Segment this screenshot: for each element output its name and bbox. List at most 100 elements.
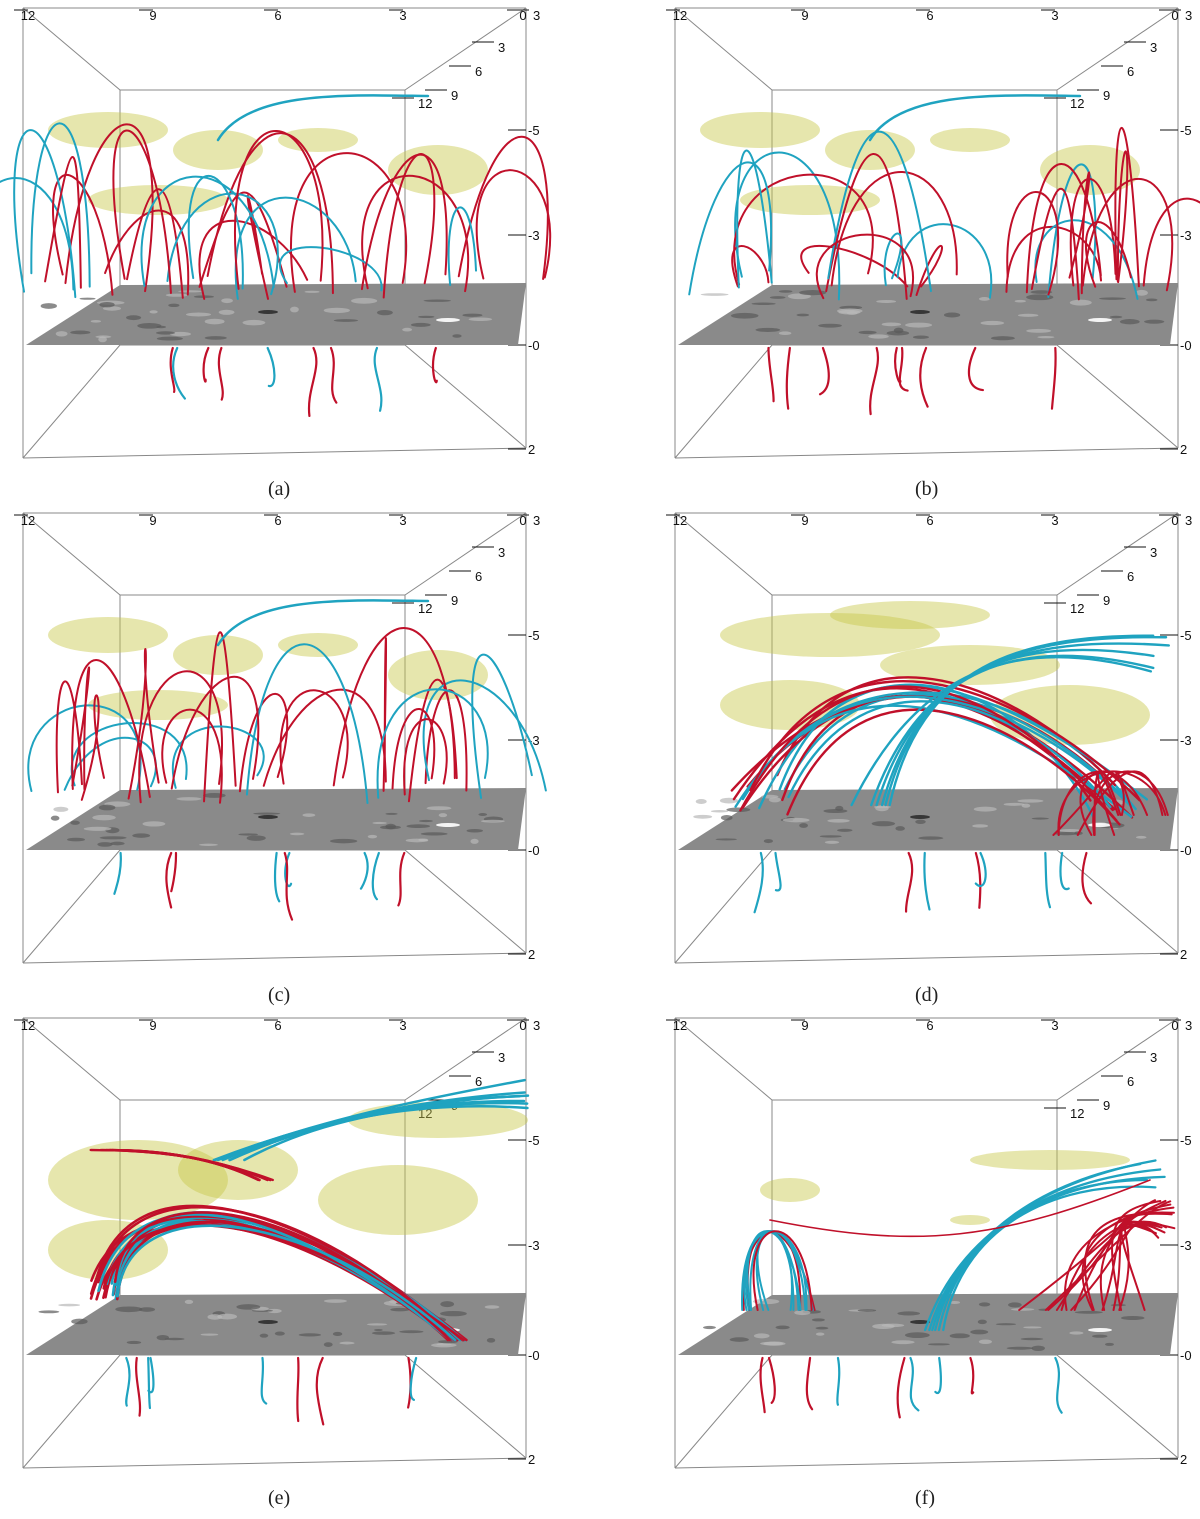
- plane-speckle: [70, 330, 91, 335]
- plane-bright-spot: [436, 823, 460, 827]
- box-edge: [674, 344, 773, 459]
- current-volume: [700, 112, 1140, 215]
- field-lines: [741, 1159, 1176, 1419]
- plane-speckle: [990, 336, 1015, 341]
- current-sheet: [760, 1178, 820, 1202]
- plane-speckle: [304, 290, 320, 293]
- plane-speckle: [329, 838, 358, 844]
- plane-speckle: [799, 823, 809, 828]
- plane-speckle: [815, 1332, 825, 1336]
- plane-speckle: [891, 1340, 915, 1345]
- current-sheet: [48, 617, 168, 653]
- y-tick-label: 6: [1127, 64, 1134, 79]
- field-line: [475, 169, 552, 280]
- plane-speckle: [1017, 313, 1039, 317]
- y-tick-label: 3: [498, 545, 505, 560]
- subsurface-field-line: [1044, 851, 1052, 909]
- x-tick-label: 9: [801, 1018, 808, 1033]
- subsurface-field-line: [147, 1356, 152, 1410]
- y-tick-label: 3: [1150, 40, 1157, 55]
- x-tick-label: 0: [1171, 8, 1178, 23]
- plane-speckle: [169, 331, 192, 337]
- z-tick-label: -0: [528, 843, 540, 858]
- plane-speckle: [839, 305, 863, 310]
- z-tick-label: -5: [1180, 123, 1192, 138]
- subsurface-field-line: [974, 851, 987, 887]
- plane-speckle: [184, 1299, 194, 1305]
- plane-speckle: [824, 840, 840, 844]
- plane-speckle: [371, 1331, 396, 1335]
- current-sheet: [278, 128, 358, 152]
- arcade-field-line: [786, 708, 1121, 826]
- field-line: [376, 688, 489, 799]
- plane-speckle: [928, 1343, 950, 1346]
- subsurface-field-line: [113, 851, 122, 895]
- plane-speckle: [837, 828, 853, 832]
- magnetogram-plane: [678, 283, 1178, 345]
- field-lines: [27, 599, 547, 921]
- subsurface-field-line: [774, 851, 782, 892]
- arcade-field-line: [749, 680, 1141, 802]
- flux-rope-line: [96, 1206, 458, 1342]
- x-tick-label: 6: [926, 8, 933, 23]
- open-field-line: [216, 599, 430, 647]
- plane-surface: [26, 283, 526, 345]
- plane-speckle: [218, 309, 235, 315]
- plane-speckle: [380, 825, 401, 830]
- plane-speckle: [715, 838, 737, 841]
- plane-speckle: [156, 331, 175, 335]
- x-tick-label: 0: [519, 1018, 526, 1033]
- current-sheet: [700, 112, 820, 148]
- field-line: [127, 648, 160, 800]
- plane-speckle: [1145, 298, 1158, 302]
- plane-speckle: [827, 818, 850, 823]
- x-tick-label: 9: [149, 8, 156, 23]
- x-tick-label: 9: [149, 1018, 156, 1033]
- plane-bright-spot: [1088, 318, 1112, 322]
- caption-e: (e): [268, 1487, 291, 1509]
- plane-speckle: [149, 310, 158, 314]
- plane-speckle: [1031, 1345, 1045, 1352]
- subsurface-field-line: [172, 346, 186, 400]
- plane-speckle: [778, 331, 792, 336]
- subsurface-field-line: [759, 1356, 766, 1414]
- caption-c: (c): [268, 984, 291, 1006]
- loop-field-line: [1057, 770, 1149, 836]
- x-tick-label: 6: [926, 513, 933, 528]
- field-line: [403, 718, 448, 796]
- x-tick-label: 0: [1171, 1018, 1178, 1033]
- field-line: [883, 232, 903, 287]
- current-sheet: [318, 1165, 478, 1235]
- field-line: [71, 666, 91, 791]
- plane-speckle: [726, 807, 751, 812]
- field-lines: [89, 1078, 530, 1426]
- plane-speckle: [178, 290, 203, 293]
- plane-speckle: [782, 817, 810, 823]
- plane-speckle: [973, 806, 997, 812]
- subsurface-field-line: [969, 1356, 975, 1395]
- field-line: [1114, 127, 1140, 288]
- current-sheet: [970, 1150, 1130, 1170]
- plane-speckle: [176, 797, 202, 801]
- panel-d: 12 9 6 3 0 3 3 6 9 12 -5 -3 -0 2: [666, 505, 1200, 975]
- plane-speckle: [440, 1310, 467, 1317]
- plane-speckle: [918, 836, 944, 840]
- subsurface-field-line: [753, 851, 764, 914]
- plane-speckle: [787, 293, 811, 300]
- current-sheet: [950, 1215, 990, 1225]
- plane-speckle: [470, 838, 479, 844]
- field-line: [1085, 221, 1132, 288]
- plane-speckle: [775, 1325, 790, 1330]
- plane-speckle: [753, 1333, 770, 1339]
- plane-speckle: [1120, 1315, 1145, 1321]
- field-line: [391, 708, 436, 790]
- long-field-line: [769, 1179, 1151, 1238]
- plane-speckle: [995, 1323, 1017, 1326]
- y-tick-label: 3: [1185, 1018, 1192, 1033]
- box-edge: [22, 344, 121, 459]
- field-lines: [730, 634, 1171, 914]
- box-edge: [22, 1354, 121, 1469]
- z-tick-label: -3: [1180, 1238, 1192, 1253]
- subsurface-field-line: [767, 1356, 776, 1404]
- plane-speckle: [302, 813, 316, 817]
